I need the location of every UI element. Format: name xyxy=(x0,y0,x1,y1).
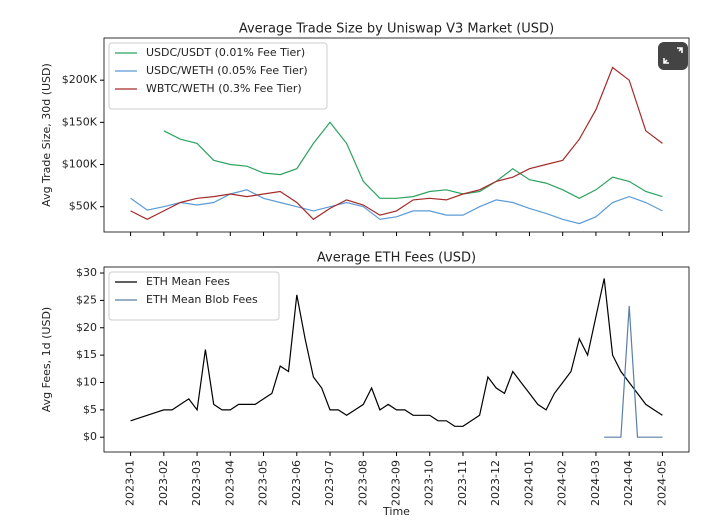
x-tick-label: 2023-12 xyxy=(489,460,502,506)
x-tick-label: 2023-11 xyxy=(456,460,469,506)
x-tick-label: 2023-09 xyxy=(390,460,403,506)
x-tick-label: 2024-01 xyxy=(522,460,535,506)
y-tick-label: $10 xyxy=(76,375,97,388)
series-line xyxy=(130,189,663,225)
x-tick-label: 2023-02 xyxy=(157,460,170,506)
series-line xyxy=(130,278,663,427)
y-tick-label: $20 xyxy=(76,321,97,334)
plot-frame xyxy=(103,37,690,233)
legend-label: USDC/WETH (0.05% Fee Tier) xyxy=(146,64,308,77)
y-tick-label: $30 xyxy=(76,266,97,279)
x-tick-label: 2023-08 xyxy=(356,460,369,506)
chart-title: Average ETH Fees (USD) xyxy=(317,251,476,266)
y-tick-label: $0 xyxy=(83,430,97,443)
plot-frame xyxy=(103,266,690,453)
x-tick-label: 2024-05 xyxy=(655,460,668,506)
expand-icon xyxy=(663,47,683,64)
series-line xyxy=(604,305,663,438)
legend-box xyxy=(108,42,328,110)
y-axis-label: Avg Trade Size, 30d (USD) xyxy=(40,63,53,207)
x-tick-label: 2024-02 xyxy=(556,460,569,506)
x-tick-label: 2023-10 xyxy=(423,460,436,506)
y-tick-label: $15 xyxy=(76,348,97,361)
x-tick-label: 2023-05 xyxy=(257,460,270,506)
legend: ETH Mean Fees ETH Mean Blob Fees xyxy=(108,271,280,321)
x-tick-label: 2023-04 xyxy=(223,460,236,506)
legend-label: USDC/USDT (0.01% Fee Tier) xyxy=(146,46,305,59)
y-axis-label: Avg Fees, 1d (USD) xyxy=(40,307,53,412)
y-tick-label: $5 xyxy=(83,403,97,416)
y-tick-label: $100K xyxy=(62,158,98,171)
y-tick-label: $200K xyxy=(62,73,98,86)
expand-button[interactable] xyxy=(658,42,688,70)
x-tick-label: 2023-06 xyxy=(290,460,303,506)
legend-label: ETH Mean Fees xyxy=(146,275,230,288)
x-tick-label: 2024-03 xyxy=(589,460,602,506)
x-axis-label: Time xyxy=(382,505,410,518)
x-tick-label: 2023-01 xyxy=(124,460,137,506)
legend-label: WBTC/WETH (0.3% Fee Tier) xyxy=(146,82,302,95)
legend-box xyxy=(108,271,280,321)
y-tick-label: $150K xyxy=(62,115,98,128)
series-line xyxy=(130,66,663,221)
legend-label: ETH Mean Blob Fees xyxy=(146,293,258,306)
x-tick-label: 2024-04 xyxy=(622,460,635,506)
x-tick-label: 2023-03 xyxy=(190,460,203,506)
series-line xyxy=(163,121,663,199)
chart-title: Average Trade Size by Uniswap V3 Market … xyxy=(239,22,554,37)
legend: USDC/USDT (0.01% Fee Tier) USDC/WETH (0.0… xyxy=(108,42,328,110)
y-tick-label: $25 xyxy=(76,293,97,306)
x-tick-label: 2023-07 xyxy=(323,460,336,506)
y-tick-label: $50K xyxy=(69,200,98,213)
